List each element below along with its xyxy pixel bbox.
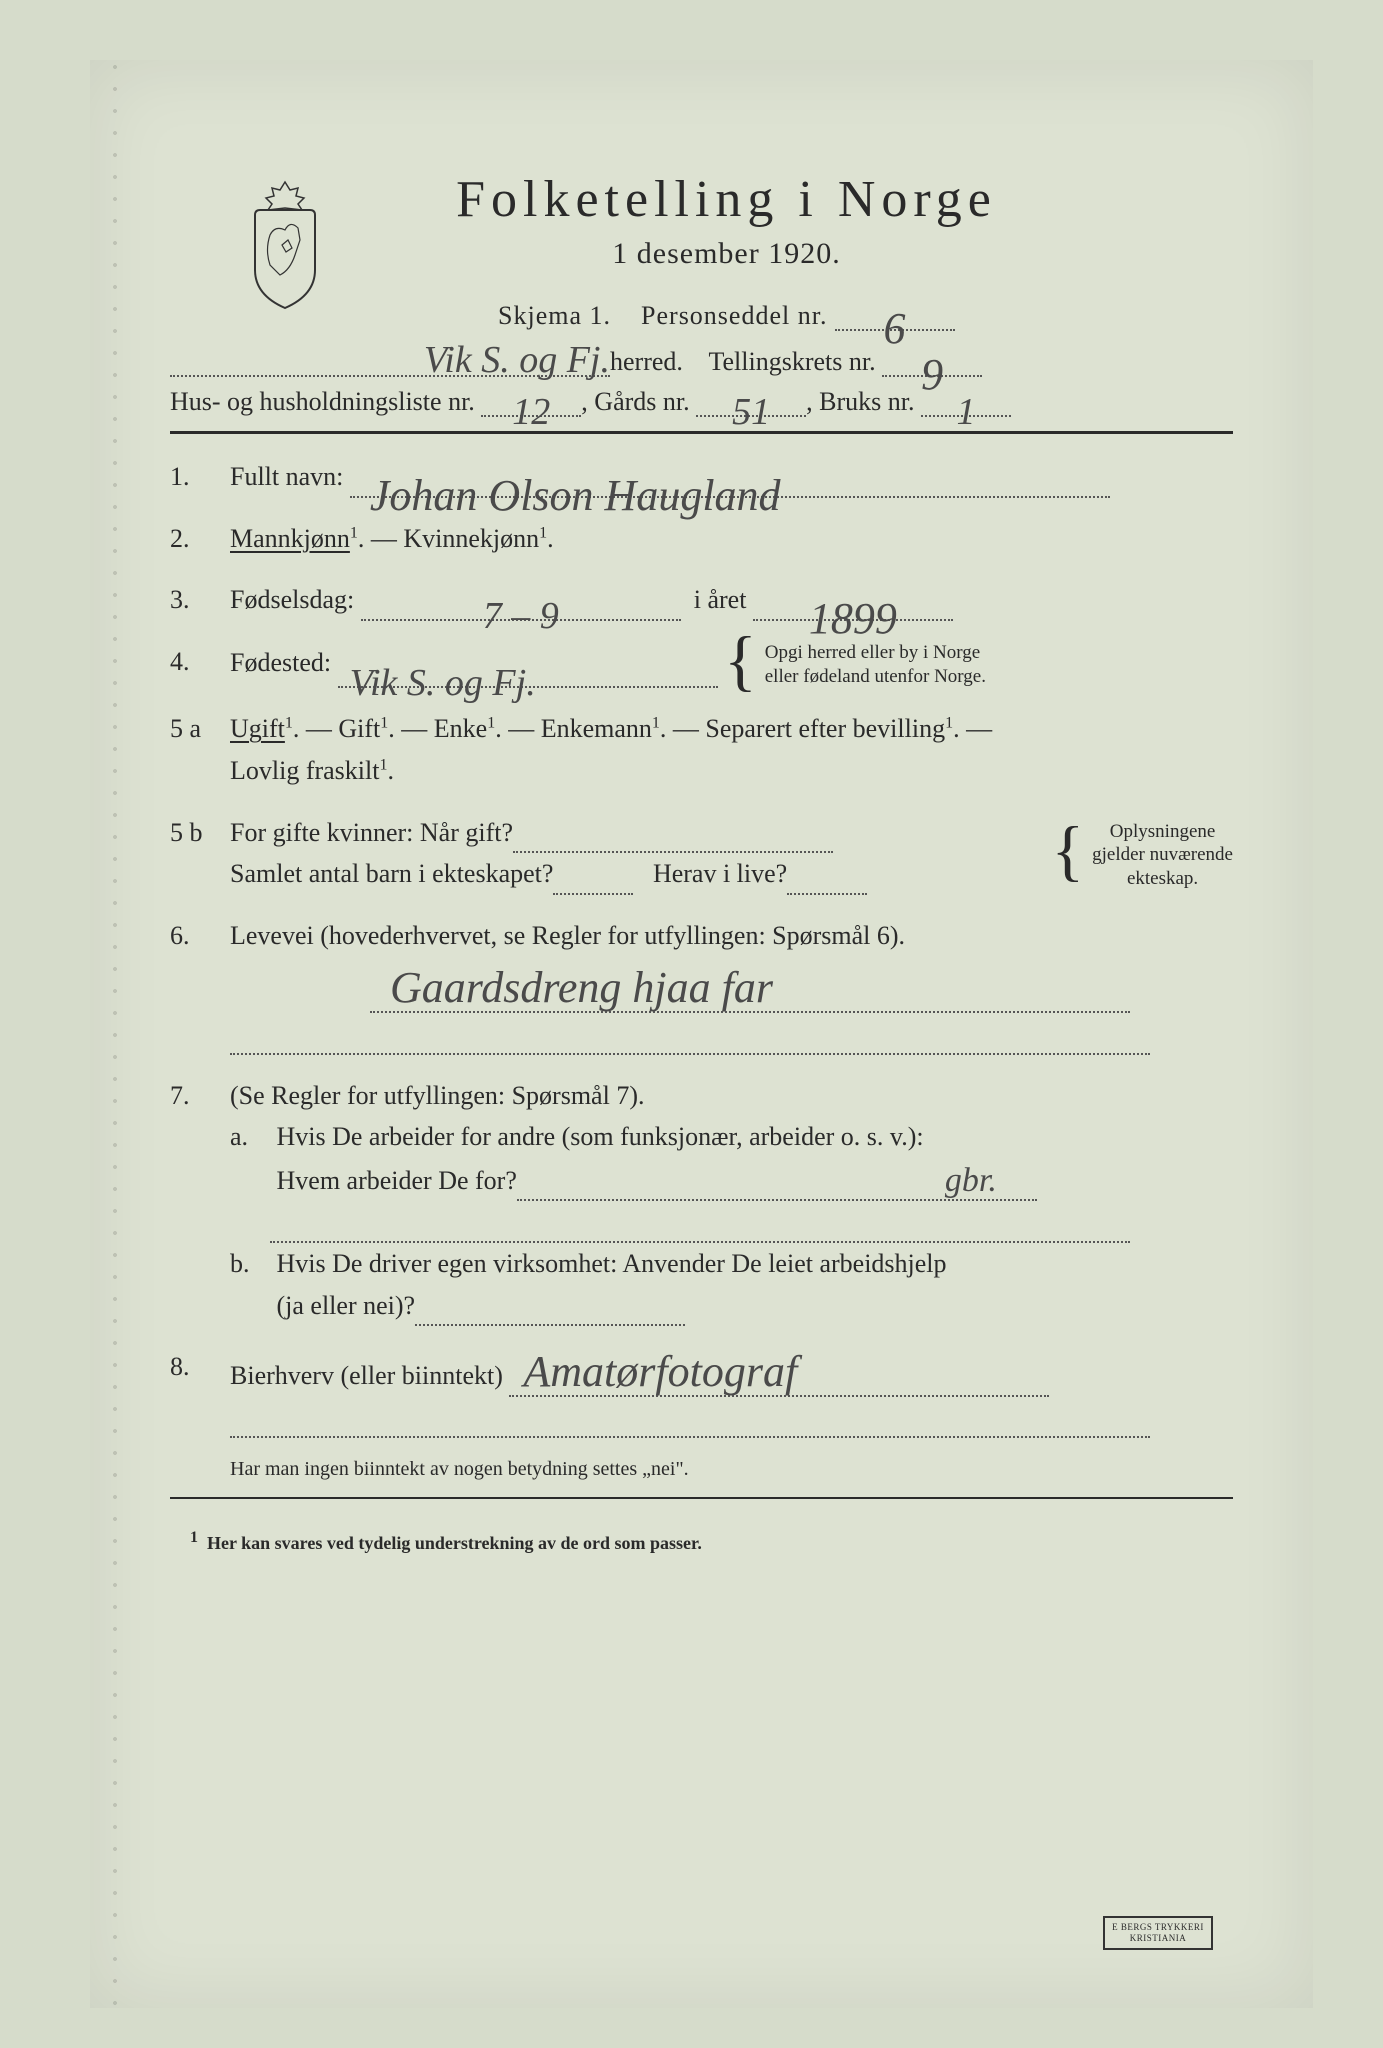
- q8-num: 8.: [170, 1346, 230, 1438]
- brace-icon-2: {: [1051, 827, 1084, 875]
- q5a-enkemann: Enkemann: [541, 714, 652, 743]
- q7a-value: gbr.: [945, 1164, 997, 1198]
- q5b-label3: Herav i live?: [653, 859, 787, 888]
- q5a-gift: Gift: [338, 714, 380, 743]
- question-6: 6. Levevei (hovederhvervet, se Regler fo…: [170, 915, 1233, 1055]
- q5b-num: 5 b: [170, 812, 230, 895]
- question-4: 4. Fødested: Vik S. og Fj. {Opgi herred …: [170, 641, 1233, 689]
- q5a-num: 5 a: [170, 708, 230, 791]
- divider-top: [170, 431, 1233, 434]
- q4-num: 4.: [170, 641, 230, 689]
- question-8: 8. Bierhverv (eller biinntekt) Amatørfot…: [170, 1346, 1233, 1438]
- q7b-letter: b.: [230, 1243, 270, 1285]
- herred-value: Vik S. og Fj.: [424, 341, 610, 379]
- hus-nr: 12: [512, 393, 550, 431]
- footer-note: Har man ingen biinntekt av nogen betydni…: [230, 1458, 1233, 1481]
- q2-sup2: 1: [539, 524, 547, 541]
- q3-day: 7 – 9: [483, 597, 559, 635]
- personseddel-label: Personseddel nr.: [641, 301, 827, 330]
- q7-label: (Se Regler for utfyllingen: Spørsmål 7).: [230, 1081, 644, 1110]
- q4-value: Vik S. og Fj.: [350, 664, 536, 702]
- bruks-nr: 1: [956, 393, 975, 431]
- q5b-label1: For gifte kvinner: Når gift?: [230, 818, 513, 847]
- gards-label: , Gårds nr.: [581, 387, 689, 416]
- q4-note: Opgi herred eller by i Norgeeller fødela…: [765, 641, 986, 689]
- q5b-note: Oplysningenegjelder nuværendeekteskap.: [1092, 820, 1233, 891]
- q7b-line1: Hvis De driver egen virksomhet: Anvender…: [277, 1249, 947, 1278]
- q2-sup1: 1: [350, 524, 358, 541]
- q5a-lovlig: Lovlig fraskilt: [230, 756, 379, 785]
- herred-label: herred.: [610, 347, 683, 376]
- perforation-edge: [108, 60, 122, 2008]
- printer-stamp: E BERGS TRYKKERI KRISTIANIA: [1103, 1916, 1213, 1950]
- q7b-line2: (ja eller nei)?: [277, 1291, 416, 1320]
- q5a-separert: Separert efter bevilling: [705, 714, 945, 743]
- q5a-ugift: Ugift: [230, 714, 285, 743]
- title-block: Folketelling i Norge 1 desember 1920.: [220, 170, 1233, 271]
- question-5a: 5 a Ugift1. — Gift1. — Enke1. — Enkemann…: [170, 708, 1233, 791]
- q3-label: Fødselsdag:: [230, 585, 354, 614]
- q2-dash: —: [364, 524, 403, 553]
- date-subtitle: 1 desember 1920.: [220, 237, 1233, 271]
- q3-year: 1899: [809, 597, 897, 641]
- brace-icon: {: [724, 637, 757, 685]
- bruks-label: , Bruks nr.: [806, 387, 914, 416]
- q1-num: 1.: [170, 456, 230, 498]
- q8-label: Bierhverv (eller biinntekt): [230, 1361, 503, 1390]
- tellingskrets-label: Tellingskrets nr.: [708, 347, 875, 376]
- question-7: 7. (Se Regler for utfyllingen: Spørsmål …: [170, 1075, 1233, 1327]
- q7a-letter: a.: [230, 1116, 270, 1158]
- q7a-line2: Hvem arbeider De for?: [277, 1166, 517, 1195]
- q5b-label2: Samlet antal barn i ekteskapet?: [230, 859, 553, 888]
- herred-line: Vik S. og Fj.herred. Tellingskrets nr. 9: [170, 337, 1233, 377]
- q4-label: Fødested:: [230, 648, 331, 677]
- hus-line: Hus- og husholdningsliste nr. 12, Gårds …: [170, 387, 1233, 417]
- q1-label: Fullt navn:: [230, 462, 343, 491]
- q3-num: 3.: [170, 579, 230, 621]
- question-3: 3. Fødselsdag: 7 – 9 i året 1899: [170, 579, 1233, 621]
- coat-of-arms-icon: [240, 180, 330, 310]
- q1-value: Johan Olson Haugland: [370, 474, 781, 518]
- divider-bottom: [170, 1497, 1233, 1499]
- schema-line: Skjema 1. Personseddel nr. 6: [220, 301, 1233, 331]
- q6-label: Levevei (hovederhvervet, se Regler for u…: [230, 921, 905, 950]
- q2-kvinne: Kvinnekjønn: [403, 524, 539, 553]
- question-1: 1. Fullt navn: Johan Olson Haugland: [170, 456, 1233, 498]
- schema-label: Skjema 1.: [498, 301, 611, 330]
- q7a-line1: Hvis De arbeider for andre (som funksjon…: [277, 1122, 924, 1151]
- main-title: Folketelling i Norge: [220, 170, 1233, 229]
- q6-num: 6.: [170, 915, 230, 1055]
- q3-year-label: i året: [694, 585, 747, 614]
- q6-value: Gaardsdreng hjaa far: [390, 966, 773, 1010]
- census-form: Folketelling i Norge 1 desember 1920. Sk…: [90, 60, 1313, 2008]
- question-5b: 5 b For gifte kvinner: Når gift? Samlet …: [170, 812, 1233, 895]
- footnote: 1 Her kan svares ved tydelig understrekn…: [190, 1529, 1233, 1554]
- q7-num: 7.: [170, 1075, 230, 1327]
- q8-value: Amatørfotograf: [523, 1350, 797, 1394]
- q5a-enke: Enke: [434, 714, 487, 743]
- q2-mann: Mannkjønn: [230, 524, 350, 553]
- personseddel-nr: 6: [883, 307, 906, 351]
- hus-label: Hus- og husholdningsliste nr.: [170, 387, 475, 416]
- gards-nr: 51: [732, 393, 770, 431]
- question-2: 2. Mannkjønn1. — Kvinnekjønn1.: [170, 518, 1233, 560]
- q2-num: 2.: [170, 518, 230, 560]
